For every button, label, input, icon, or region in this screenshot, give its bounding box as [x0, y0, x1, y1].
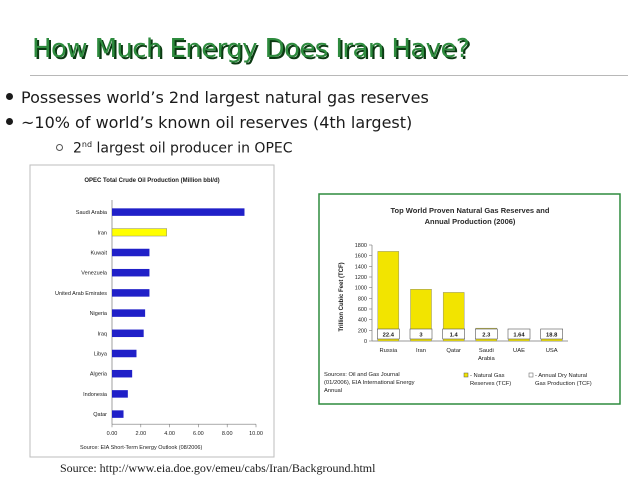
bullet-gas-reserves: Possesses world’s 2nd largest natural ga…: [6, 88, 429, 107]
oil-category-label: Saudi Arabia: [76, 210, 108, 216]
oil-bar: [112, 390, 128, 398]
legend-production-line-2: Gas Production (TCF): [535, 381, 592, 387]
bullet-text: Possesses world’s 2nd largest natural ga…: [21, 88, 429, 107]
oil-x-tick-label: 10.00: [249, 431, 263, 437]
gas-y-tick-label: 0: [364, 339, 367, 345]
gas-category-label: Saudi Arabia: [478, 348, 496, 362]
gas-reserves-bar: [377, 251, 400, 342]
title-divider: [30, 75, 628, 76]
oil-category-label: Qatar: [93, 412, 107, 418]
bullet-dot-icon: [6, 118, 13, 125]
gas-y-tick-label: 1200: [355, 275, 367, 281]
legend-reserves-line-2: Reserves (TCF): [470, 381, 511, 387]
oil-bar: [112, 410, 124, 418]
bullet-text: ~10% of world’s known oil reserves (4th …: [21, 113, 413, 132]
gas-y-tick-label: 1400: [355, 264, 367, 270]
legend-production-swatch: [528, 372, 534, 378]
gas-y-tick-label: 800: [358, 296, 367, 302]
gas-production-label: 22.4: [383, 333, 395, 339]
gas-category-label: USA: [546, 348, 558, 354]
sub-bullet-superscript: nd: [81, 140, 93, 149]
oil-bar: [112, 329, 144, 338]
oil-bar: [112, 248, 150, 257]
oil-bar: [112, 369, 133, 378]
gas-production-box: [475, 328, 498, 340]
gas-category-label: Russia: [379, 348, 397, 354]
gas-y-tick-label: 200: [358, 328, 367, 334]
gas-chart-sources-line-3: Annual: [324, 388, 342, 394]
gas-production-box: [409, 328, 433, 340]
oil-category-label: Iraq: [98, 331, 107, 337]
gas-production-label: 2.3: [482, 333, 491, 339]
gas-chart-sources-line-1: Sources: Oil and Gas Journal: [324, 372, 400, 378]
sub-bullet-ring-icon: [56, 143, 63, 151]
gas-chart-title-line-1: Top World Proven Natural Gas Reserves an…: [391, 206, 550, 215]
oil-bar: [112, 309, 146, 317]
legend-reserves-swatch: [463, 372, 469, 378]
gas-production-box: [442, 328, 465, 340]
oil-x-tick-label: 8.00: [222, 431, 233, 437]
legend-production-line-1: - Annual Dry Natural: [535, 373, 587, 379]
legend-reserves-line-1: - Natural Gas: [470, 373, 505, 379]
gas-production-label: 1.64: [513, 333, 525, 339]
sub-bullet-prefix: 2: [73, 140, 82, 157]
gas-chart-ylabel: Trillion Cubic Feet (TCF): [339, 262, 345, 331]
oil-bar: [112, 289, 150, 297]
oil-x-tick-label: 4.00: [164, 431, 175, 437]
gas-y-tick-label: 1800: [355, 243, 367, 249]
oil-chart-title: OPEC Total Crude Oil Production (Million…: [84, 178, 219, 184]
oil-x-tick-label: 0.00: [107, 431, 118, 437]
oil-x-tick-label: 2.00: [135, 431, 146, 437]
gas-production-box: [540, 328, 563, 340]
oil-category-label: Nigeria: [90, 311, 108, 317]
gas-category-label: Iran: [416, 348, 426, 354]
sub-bullet-text: largest oil producer in OPEC: [92, 140, 293, 157]
slide-source: Source: http://www.eia.doe.gov/emeu/cabs…: [60, 461, 376, 475]
oil-category-label: Indonesia: [83, 392, 108, 398]
gas-production-box: [377, 328, 400, 340]
gas-chart-title-line-2: Annual Production (2006): [425, 217, 516, 226]
oil-bar: [111, 228, 167, 237]
oil-category-label: Libya: [94, 352, 108, 358]
gas-y-tick-label: 400: [358, 318, 367, 324]
gas-category-label: Qatar: [446, 348, 461, 354]
gas-y-tick-label: 1000: [355, 286, 367, 292]
gas-y-tick-label: 1600: [355, 254, 367, 260]
oil-bar: [112, 349, 137, 358]
oil-category-label: Kuwait: [90, 251, 107, 257]
gas-production-label: 3: [419, 333, 423, 339]
gas-chart-sources-line-2: (01/2006), EIA International Energy: [324, 380, 415, 386]
gas-y-tick-label: 600: [358, 307, 367, 313]
gas-production-label: 18.8: [546, 333, 558, 339]
oil-category-label: Iran: [98, 230, 107, 236]
bullet-oil-reserves: ~10% of world’s known oil reserves (4th …: [6, 113, 412, 132]
oil-category-label: United Arab Emirates: [55, 291, 107, 297]
oil-category-label: Venezuela: [81, 271, 108, 277]
sub-bullet-opec: 2nd largest oil producer in OPEC: [56, 140, 293, 157]
bullet-dot-icon: [6, 93, 13, 100]
oil-x-tick-label: 6.00: [193, 431, 204, 437]
oil-chart-source: Source: EIA Short-Term Energy Outlook (0…: [80, 445, 202, 451]
gas-production-label: 1.4: [450, 333, 459, 339]
slide-title: How Much Energy Does Iran Have?: [32, 34, 470, 64]
oil-bar: [112, 208, 245, 216]
gas-reserves-bar: [410, 289, 432, 342]
oil-category-label: Algeria: [90, 372, 108, 378]
gas-production-box: [507, 328, 531, 340]
gas-chart-frame: [318, 193, 621, 405]
gas-category-label: UAE: [513, 348, 525, 354]
oil-bar: [112, 268, 150, 277]
